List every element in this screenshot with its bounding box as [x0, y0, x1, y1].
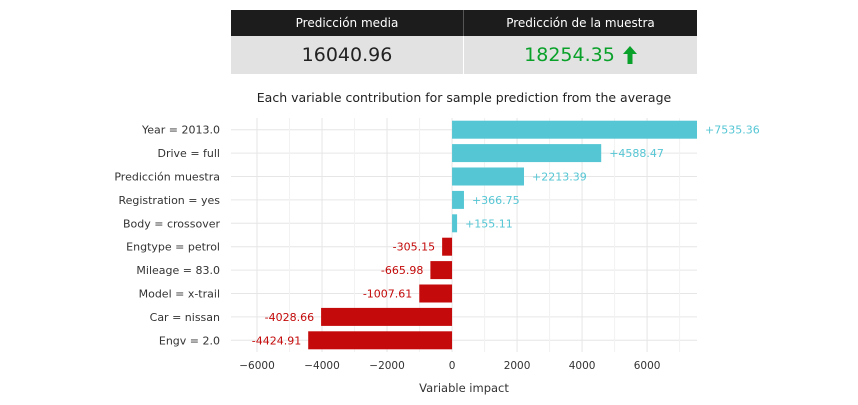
bar-value-label: +4588.47: [609, 147, 664, 160]
prediction-summary-table: Predicción media Predicción de la muestr…: [231, 10, 697, 74]
mean-prediction-cell: 16040.96: [231, 36, 463, 74]
sample-prediction-cell: 18254.35: [463, 36, 697, 74]
category-label: Registration = yes: [118, 194, 220, 207]
bar-value-label: -1007.61: [363, 288, 412, 301]
category-label: Engtype = petrol: [126, 241, 220, 254]
x-tick-label: 6000: [634, 360, 661, 372]
x-tick-label: 2000: [504, 360, 531, 372]
category-label: Model = x-trail: [139, 288, 220, 301]
category-label: Mileage = 83.0: [136, 264, 220, 277]
x-tick-label: 0: [449, 360, 456, 372]
contribution-bar: [321, 307, 453, 326]
mean-prediction-header: Predicción media: [231, 10, 463, 36]
contribution-bar: [442, 237, 453, 256]
bar-value-label: +366.75: [472, 194, 520, 207]
mean-prediction-value: 16040.96: [301, 44, 393, 66]
sample-prediction-value: 18254.35: [524, 44, 615, 66]
contribution-bar: [452, 144, 602, 163]
category-label: Body = crossover: [123, 217, 221, 230]
bar-value-label: +2213.39: [532, 171, 587, 184]
category-label: Year = 2013.0: [141, 124, 220, 137]
contribution-bar: [452, 120, 697, 139]
category-label: Drive = full: [158, 147, 221, 160]
category-label: Predicción muestra: [114, 171, 220, 184]
category-label: Engv = 2.0: [159, 334, 220, 347]
contribution-bar: [419, 284, 453, 303]
bar-value-label: -4424.91: [252, 334, 301, 347]
category-label: Car = nissan: [150, 311, 220, 324]
x-tick-label: 4000: [569, 360, 596, 372]
contribution-bar: [430, 261, 453, 280]
sample-prediction-header: Predicción de la muestra: [463, 10, 697, 36]
bar-value-label: -4028.66: [265, 311, 314, 324]
contribution-bar: [452, 167, 524, 186]
bar-value-label: +7535.36: [705, 124, 760, 137]
bar-value-label: -305.15: [393, 241, 435, 254]
x-tick-label: −2000: [369, 360, 405, 372]
contribution-chart: Each variable contribution for sample pr…: [0, 80, 858, 400]
x-axis-label: Variable impact: [419, 381, 509, 395]
chart-svg: Each variable contribution for sample pr…: [114, 90, 760, 395]
contribution-bar: [308, 331, 453, 350]
bar-value-label: -665.98: [381, 264, 423, 277]
bar-value-label: +155.11: [465, 217, 513, 230]
contribution-bar: [452, 214, 458, 233]
contribution-bar: [452, 190, 464, 209]
x-tick-label: −4000: [304, 360, 340, 372]
x-tick-label: −6000: [239, 360, 275, 372]
up-arrow-icon: [622, 46, 637, 64]
chart-title: Each variable contribution for sample pr…: [257, 90, 672, 105]
